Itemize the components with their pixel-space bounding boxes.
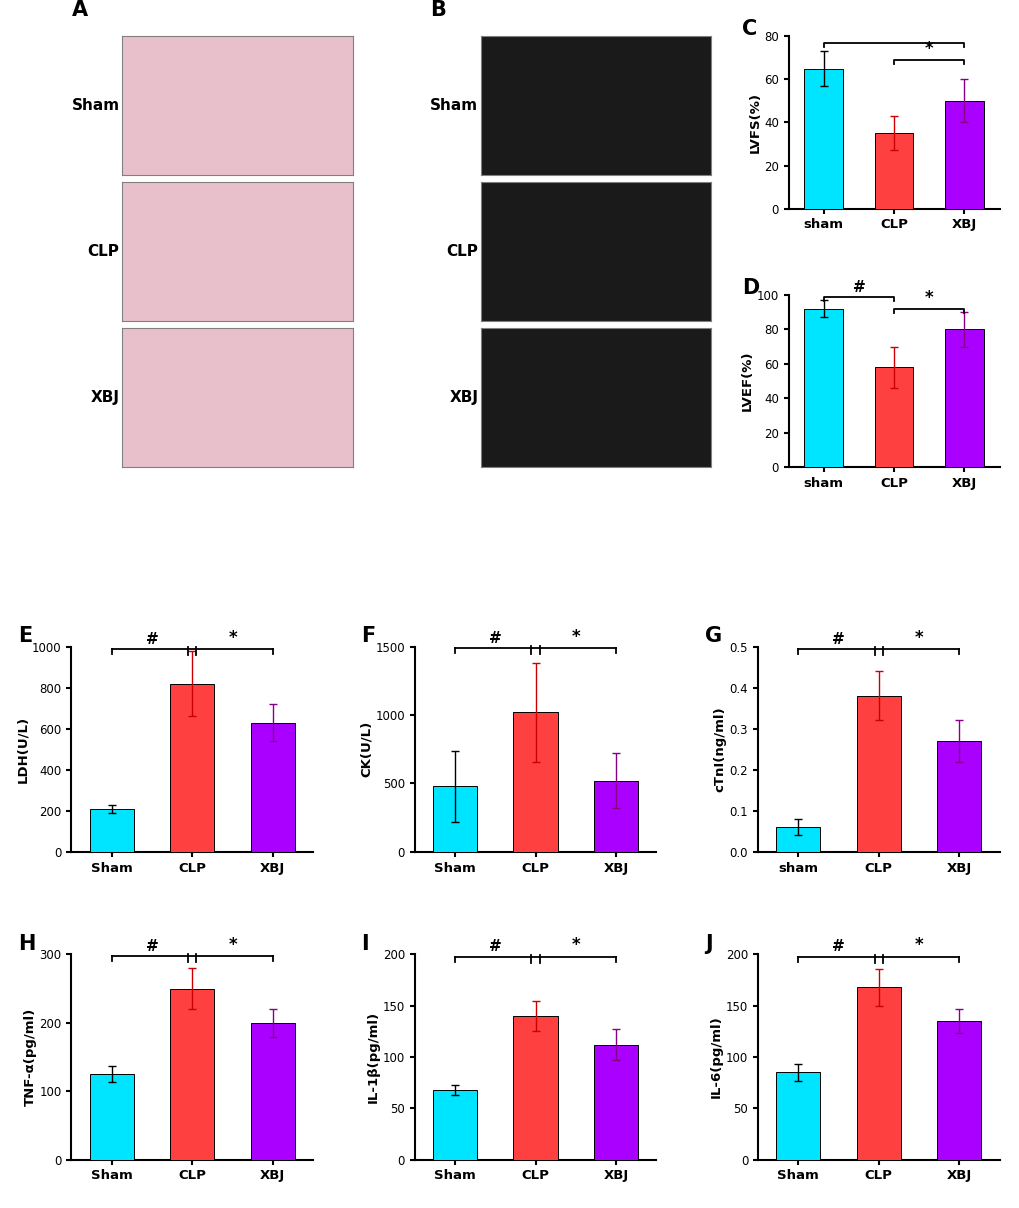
Text: H: H bbox=[18, 934, 36, 954]
Bar bbox=[856, 696, 900, 852]
Text: C: C bbox=[742, 19, 757, 39]
Text: *: * bbox=[914, 936, 922, 954]
Y-axis label: LVFS(%): LVFS(%) bbox=[748, 92, 760, 153]
Bar bbox=[90, 808, 133, 852]
Text: *: * bbox=[914, 628, 922, 646]
Text: *: * bbox=[228, 936, 236, 954]
Bar bbox=[170, 988, 214, 1160]
Text: B: B bbox=[430, 0, 445, 19]
Bar bbox=[432, 786, 477, 852]
Bar bbox=[945, 330, 982, 467]
Text: I: I bbox=[361, 934, 369, 954]
Text: A: A bbox=[71, 0, 88, 19]
Bar bbox=[856, 987, 900, 1160]
Text: D: D bbox=[742, 278, 759, 297]
Text: CLP: CLP bbox=[88, 244, 119, 260]
Text: *: * bbox=[228, 628, 236, 646]
Bar bbox=[804, 308, 843, 467]
Bar bbox=[90, 1074, 133, 1160]
Bar bbox=[775, 827, 819, 852]
Y-axis label: LVEF(%): LVEF(%) bbox=[740, 350, 753, 411]
Bar bbox=[804, 69, 843, 209]
Text: #: # bbox=[832, 940, 844, 954]
Text: G: G bbox=[704, 626, 721, 646]
Text: #: # bbox=[146, 632, 158, 646]
Bar bbox=[874, 367, 913, 467]
Text: #: # bbox=[146, 939, 158, 954]
Bar bbox=[936, 1021, 980, 1160]
Text: CLP: CLP bbox=[446, 244, 478, 260]
Bar bbox=[251, 1023, 294, 1160]
Text: *: * bbox=[924, 40, 932, 58]
Text: #: # bbox=[488, 940, 501, 954]
Y-axis label: cTnI(ng/ml): cTnI(ng/ml) bbox=[713, 707, 727, 792]
Text: Sham: Sham bbox=[430, 98, 478, 114]
Text: Sham: Sham bbox=[71, 98, 119, 114]
Bar bbox=[170, 684, 214, 852]
Y-axis label: TNF-α(pg/ml): TNF-α(pg/ml) bbox=[23, 1007, 37, 1107]
Bar bbox=[513, 713, 557, 852]
Text: XBJ: XBJ bbox=[91, 390, 119, 405]
Bar bbox=[251, 722, 294, 852]
Bar bbox=[775, 1073, 819, 1160]
Bar bbox=[593, 780, 638, 852]
Text: J: J bbox=[704, 934, 711, 954]
Text: #: # bbox=[832, 632, 844, 646]
Y-axis label: IL-6(pg/ml): IL-6(pg/ml) bbox=[709, 1016, 722, 1098]
Bar bbox=[432, 1090, 477, 1160]
Bar bbox=[593, 1045, 638, 1160]
Bar bbox=[874, 133, 913, 209]
Text: *: * bbox=[924, 289, 932, 307]
Text: XBJ: XBJ bbox=[448, 390, 478, 405]
Bar bbox=[936, 741, 980, 852]
Text: F: F bbox=[361, 626, 375, 646]
Text: *: * bbox=[571, 628, 580, 646]
Text: #: # bbox=[488, 631, 501, 646]
Text: #: # bbox=[852, 280, 864, 295]
Y-axis label: CK(U/L): CK(U/L) bbox=[359, 721, 372, 777]
Text: E: E bbox=[18, 626, 33, 646]
Bar bbox=[513, 1016, 557, 1160]
Text: *: * bbox=[571, 936, 580, 954]
Y-axis label: IL-1β(pg/ml): IL-1β(pg/ml) bbox=[367, 1011, 379, 1103]
Bar bbox=[945, 101, 982, 209]
Y-axis label: LDH(U/L): LDH(U/L) bbox=[16, 715, 30, 783]
